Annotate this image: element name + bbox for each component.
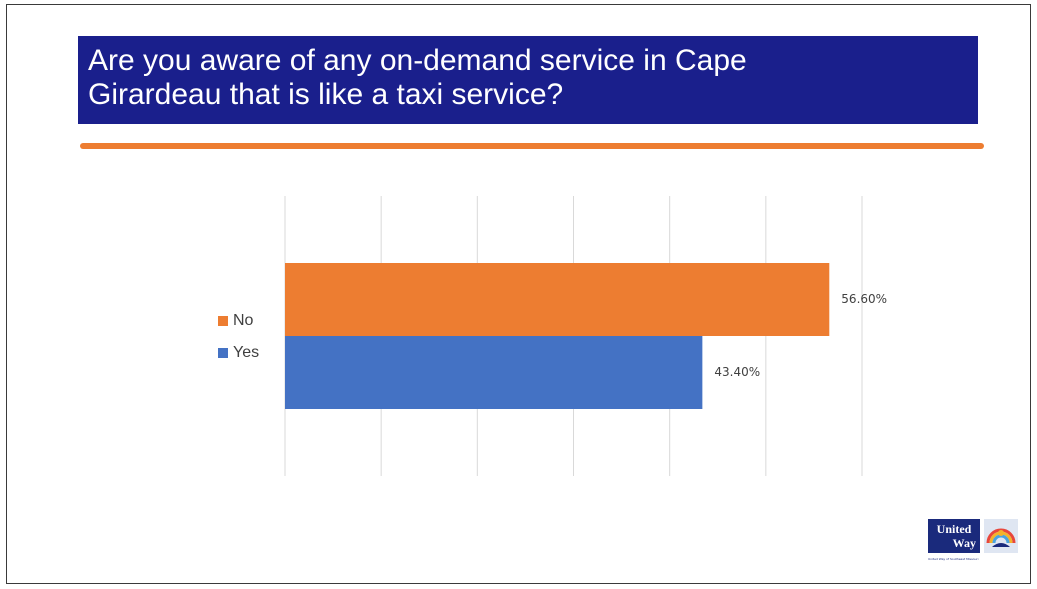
bar-no (285, 263, 829, 336)
legend-swatch-yes (218, 348, 228, 358)
logo-tagline: United Way of Southeast Missouri (928, 557, 1026, 561)
bar-yes (285, 336, 702, 409)
legend-item-no: No (218, 310, 259, 332)
legend-swatch-no (218, 316, 228, 326)
data-label-no: 56.60% (841, 292, 887, 306)
chart-legend: No Yes (218, 310, 259, 374)
hand-rainbow-icon (984, 519, 1018, 553)
legend-label-yes: Yes (233, 344, 259, 362)
logo-wordmark: United Way (928, 519, 980, 553)
legend-item-yes: Yes (218, 342, 259, 364)
data-label-yes: 43.40% (714, 365, 760, 379)
legend-label-no: No (233, 312, 253, 330)
united-way-logo: United Way United Way of Southeast Misso… (928, 519, 1026, 571)
